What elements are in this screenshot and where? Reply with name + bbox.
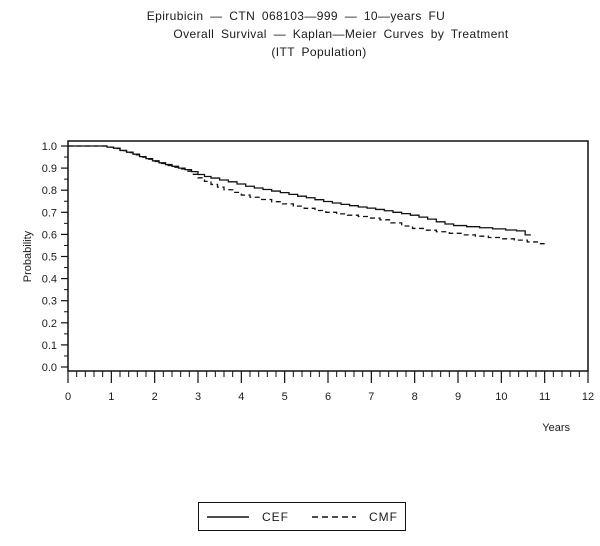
svg-text:9: 9 <box>455 391 461 403</box>
svg-text:1: 1 <box>108 391 114 403</box>
chart-title-line3: (ITT Population) <box>271 45 367 59</box>
chart-title-line2: Overall Survival — Kaplan—Meier Curves b… <box>173 27 509 41</box>
plot-frame <box>67 140 589 372</box>
svg-text:8: 8 <box>412 391 418 403</box>
x-axis-title: Years <box>542 422 570 434</box>
cmf-curve <box>68 145 545 245</box>
svg-text:0.4: 0.4 <box>42 274 57 286</box>
chart-title-line1: Epirubicin — CTN 068103—999 — 10—years F… <box>146 9 446 23</box>
y-axis-title: Probability <box>22 230 34 282</box>
svg-text:0.6: 0.6 <box>42 229 57 241</box>
legend-item-cef: CEF <box>198 510 303 524</box>
legend-label-cef: CEF <box>262 509 289 524</box>
svg-text:2: 2 <box>152 391 158 403</box>
svg-text:11: 11 <box>539 391 550 403</box>
y-axis: 1.0 0.9 0.8 0.7 0.6 0.5 0.4 0.3 0.2 0.1 0.0 <box>42 141 68 374</box>
svg-text:7: 7 <box>368 391 374 403</box>
svg-text:6: 6 <box>325 391 331 403</box>
legend: CEF CMF <box>198 502 406 531</box>
svg-text:0: 0 <box>65 391 71 403</box>
svg-text:3: 3 <box>195 391 201 403</box>
km-plot: 0 1 2 3 4 5 6 7 8 9 10 11 121.00.90.80.70.60.50.40.3… <box>22 140 594 434</box>
svg-text:1.0: 1.0 <box>42 141 57 153</box>
svg-text:5: 5 <box>282 391 288 403</box>
legend-label-cmf: CMF <box>369 509 398 524</box>
svg-text:12: 12 <box>582 391 594 403</box>
svg-text:10: 10 <box>495 391 507 403</box>
svg-text:0.7: 0.7 <box>42 207 57 219</box>
cef-line-sample <box>207 515 249 518</box>
svg-text:0.5: 0.5 <box>42 252 57 264</box>
svg-text:0.3: 0.3 <box>42 296 57 308</box>
svg-text:4: 4 <box>238 391 244 403</box>
cef-curve <box>68 145 531 236</box>
svg-text:0.2: 0.2 <box>42 318 57 330</box>
x-axis: 0 1 2 3 4 5 6 7 8 9 10 11 12 <box>65 371 594 403</box>
legend-item-cmf: CMF <box>303 510 406 524</box>
svg-text:0.1: 0.1 <box>42 340 57 352</box>
svg-text:0.9: 0.9 <box>42 163 57 175</box>
svg-text:0.8: 0.8 <box>42 185 57 197</box>
cmf-line-sample <box>312 515 356 518</box>
svg-text:0.0: 0.0 <box>42 362 57 374</box>
